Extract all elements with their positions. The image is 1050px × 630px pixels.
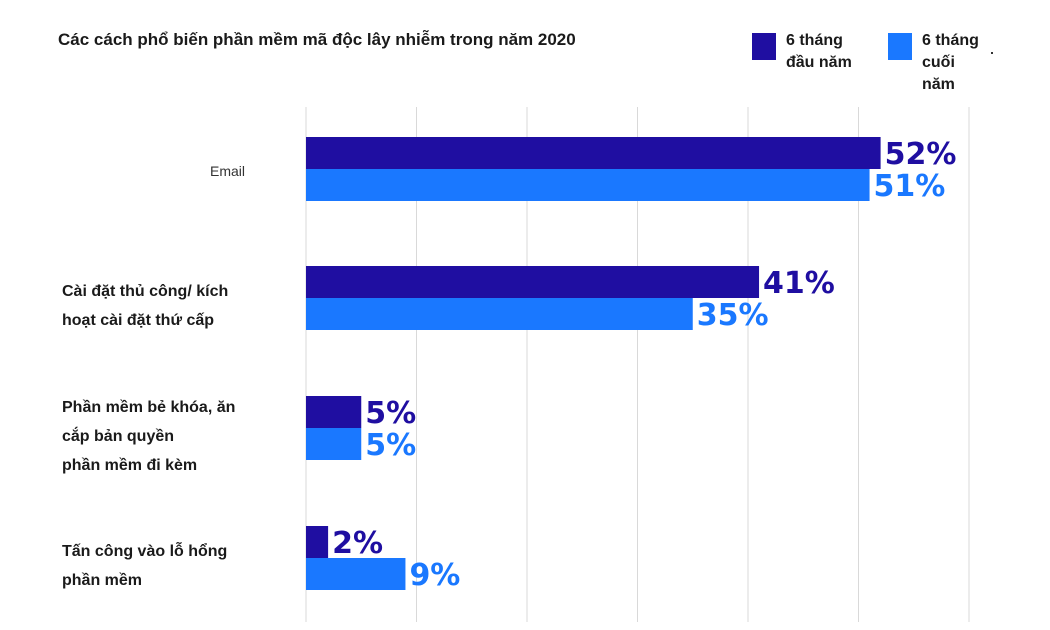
legend-label-line: cuối	[922, 54, 955, 71]
bar-second-half	[306, 169, 870, 201]
category-label-vulnerability: Tấn công vào lỗ hổng phần mềm	[62, 537, 227, 595]
category-label-line: hoạt cài đặt thứ cấp	[62, 312, 215, 329]
data-label: 35%	[697, 298, 769, 333]
bar-first-half	[306, 266, 760, 298]
category-label-line: phần mềm	[62, 572, 143, 589]
data-label: 2%	[332, 526, 383, 561]
legend-label-line: đầu năm	[786, 54, 852, 71]
legend-swatch-second-half	[888, 33, 912, 60]
legend-swatch-first-half	[752, 33, 776, 60]
legend-label-line: 6 tháng	[922, 32, 979, 49]
bar-first-half	[306, 137, 881, 169]
legend-label-line: năm	[922, 76, 955, 93]
legend-item-second-half: 6 tháng cuối năm	[888, 30, 979, 96]
chart-title: Các cách phổ biến phần mềm mã độc lây nh…	[58, 30, 576, 49]
bar-second-half	[306, 298, 693, 330]
category-label-email: Email	[210, 157, 245, 186]
category-label-line: Email	[210, 163, 246, 179]
category-label-cracked-software: Phần mềm bẻ khóa, ăn cắp bản quyền phần …	[62, 393, 235, 480]
legend-label-line: 6 tháng	[786, 32, 843, 49]
data-label: 41%	[763, 266, 835, 301]
stray-dot	[991, 52, 993, 54]
data-label: 5%	[365, 396, 416, 431]
bar-first-half	[306, 526, 329, 558]
category-label-line: Tấn công vào lỗ hổng	[62, 543, 228, 560]
data-label: 51%	[874, 169, 946, 204]
category-label-manual-install: Cài đặt thủ công/ kích hoạt cài đặt thứ …	[62, 277, 228, 335]
legend-label-first-half: 6 tháng đầu năm	[786, 30, 852, 74]
category-label-line: cắp bản quyền	[62, 428, 175, 445]
category-label-line: phần mềm đi kèm	[62, 457, 198, 474]
category-label-line: Phần mềm bẻ khóa, ăn	[62, 399, 236, 416]
data-label: 9%	[409, 558, 460, 593]
legend-label-second-half: 6 tháng cuối năm	[922, 30, 979, 96]
bar-second-half	[306, 558, 406, 590]
bar-first-half	[306, 396, 362, 428]
legend-item-first-half: 6 tháng đầu năm	[752, 30, 852, 74]
data-label: 5%	[365, 428, 416, 463]
data-label: 52%	[885, 137, 957, 172]
category-label-line: Cài đặt thủ công/ kích	[62, 283, 229, 300]
bar-second-half	[306, 428, 362, 460]
